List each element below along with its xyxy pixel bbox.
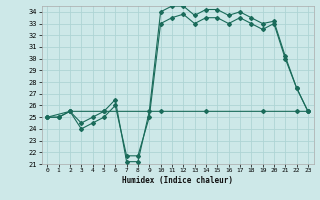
X-axis label: Humidex (Indice chaleur): Humidex (Indice chaleur) [122, 176, 233, 185]
